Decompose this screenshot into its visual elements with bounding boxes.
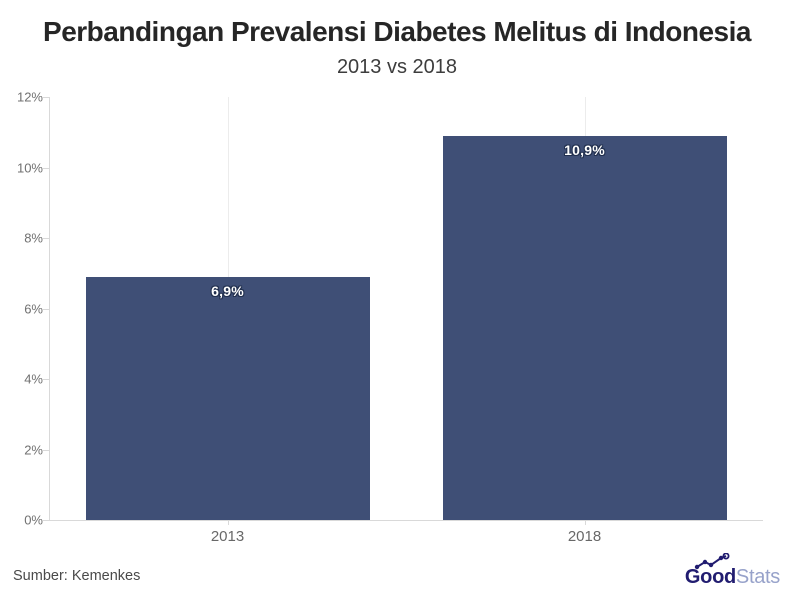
y-tick-label: 6%: [24, 301, 43, 316]
bar-value-label: 6,9%: [211, 282, 244, 299]
goodstats-logo: GoodStats: [684, 553, 780, 588]
y-tick-mark: [43, 449, 49, 451]
x-tick-mark: [584, 520, 586, 525]
x-category-label: 2018: [567, 528, 602, 545]
y-tick-mark: [43, 520, 49, 521]
bar-2018: [442, 135, 727, 520]
chart-title: Perbandingan Prevalensi Diabetes Melitus…: [43, 16, 751, 47]
sparkline-icon: [694, 553, 730, 570]
bar-value-label: 10,9%: [564, 141, 605, 158]
y-tick-label: 12%: [16, 89, 43, 105]
x-axis-line: [49, 520, 763, 521]
y-tick-mark: [43, 379, 49, 380]
y-tick-mark: [43, 308, 49, 310]
x-tick-mark: [227, 520, 229, 525]
y-tick-label: 0%: [24, 512, 43, 528]
y-tick-mark: [43, 97, 49, 98]
y-tick-label: 8%: [24, 230, 43, 246]
x-category-label: 2013: [210, 528, 245, 545]
y-tick-label: 10%: [16, 160, 43, 175]
logo-text-stats: Stats: [735, 566, 780, 588]
y-axis-line: [49, 97, 50, 520]
chart-subtitle: 2013 vs 2018: [336, 56, 458, 78]
logo-text-good: Good: [684, 566, 736, 588]
bar-2013: [85, 276, 370, 520]
y-tick-label: 2%: [24, 442, 43, 457]
y-tick-mark: [43, 238, 49, 239]
y-tick-label: 4%: [24, 371, 43, 387]
source-note: Sumber: Kemenkes: [13, 568, 141, 584]
y-tick-mark: [43, 167, 49, 169]
